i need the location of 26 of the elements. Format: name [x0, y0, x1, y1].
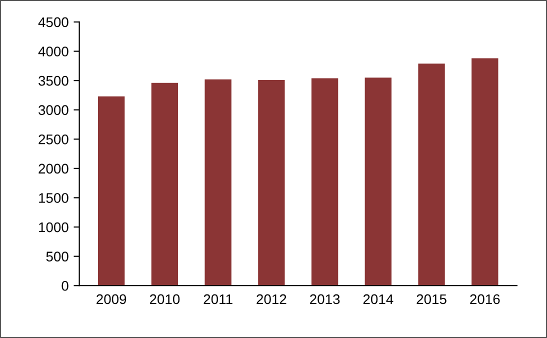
bar — [204, 79, 232, 286]
y-tick-label: 4500 — [38, 17, 68, 28]
x-tick-label: 2016 — [470, 294, 500, 304]
y-tick-label: 1000 — [39, 222, 68, 232]
y-tick-label: 3500 — [38, 76, 68, 86]
bar — [472, 58, 498, 286]
bar — [151, 82, 178, 286]
y-tick-label: 500 — [46, 252, 68, 262]
y-tick-label: 2000 — [38, 164, 68, 174]
bar — [364, 78, 392, 286]
x-tick-label: 2009 — [96, 294, 126, 304]
x-tick-label: 2013 — [310, 294, 340, 304]
bar — [98, 96, 125, 286]
x-tick-label: 2010 — [150, 294, 180, 304]
x-tick-label: 2015 — [416, 294, 446, 304]
y-tick-label: 1500 — [39, 193, 68, 203]
y-tick-label: 4000 — [38, 46, 68, 56]
y-tick-label: 2500 — [38, 134, 68, 144]
bar — [311, 78, 338, 286]
bar — [418, 64, 445, 286]
y-tick-label: 0 — [62, 280, 68, 291]
x-tick-label: 2011 — [204, 294, 232, 304]
x-tick-label: 2014 — [363, 294, 394, 304]
x-tick-label: 2012 — [256, 294, 286, 304]
bar — [258, 80, 285, 286]
y-tick-label: 3000 — [38, 105, 68, 116]
